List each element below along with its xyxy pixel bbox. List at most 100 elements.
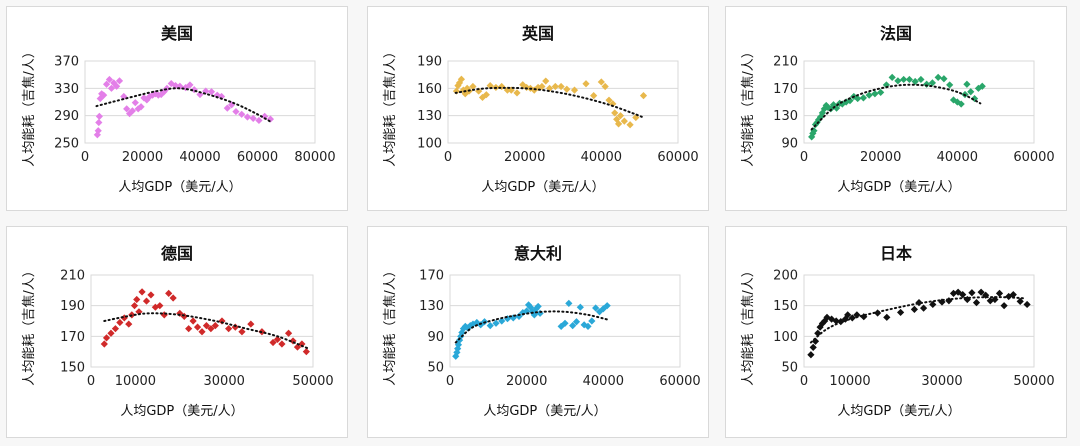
data-point — [189, 317, 197, 325]
data-point — [513, 89, 521, 97]
plot-area — [84, 60, 316, 144]
plot-area — [447, 60, 679, 144]
scatter-series — [807, 288, 1031, 359]
data-point — [131, 99, 139, 107]
data-point — [991, 295, 999, 304]
data-point — [829, 101, 838, 109]
data-point — [461, 90, 469, 98]
data-point — [967, 88, 975, 96]
data-point — [95, 112, 103, 120]
data-point — [454, 341, 463, 349]
data-point — [570, 86, 579, 94]
data-point — [940, 75, 948, 83]
data-point — [588, 317, 596, 325]
data-point — [243, 113, 252, 121]
data-point — [455, 79, 464, 87]
data-point — [616, 112, 625, 120]
data-point — [123, 105, 131, 113]
chart-panel-france: 法国 90 130 170 210 0 20000 40000 60000 人均GDP（美元/人）… — [725, 6, 1067, 211]
data-point — [218, 317, 226, 325]
data-point — [561, 319, 569, 327]
y-tick-label: 90 — [427, 330, 444, 345]
data-point — [207, 88, 216, 96]
y-tick-label: 190 — [417, 55, 442, 70]
data-point — [632, 113, 640, 122]
y-tick-label: 100 — [417, 137, 442, 152]
chart-svg: 美国 250 290 330 370 0 20000 40000 60000 80000 人均GDP… — [22, 24, 336, 195]
x-tick-label: 50000 — [1013, 374, 1054, 389]
chart-title: 日本 — [880, 244, 912, 263]
data-point — [160, 311, 168, 319]
data-point — [478, 93, 487, 102]
data-point — [115, 77, 124, 85]
data-point — [269, 338, 277, 347]
chart-svg: 日本 50 100 150 200 0 10000 30000 50000 人均GDP（美元/人）… — [741, 244, 1055, 419]
data-point — [923, 80, 931, 88]
data-point — [871, 90, 879, 98]
data-point — [452, 352, 460, 360]
data-point — [978, 82, 986, 90]
data-point — [110, 79, 118, 87]
y-tick-label: 170 — [773, 82, 798, 97]
x-tick-label: 40000 — [581, 150, 622, 165]
data-point — [247, 320, 255, 328]
data-point — [492, 319, 500, 327]
x-tick-label: 60000 — [657, 150, 698, 165]
data-point — [160, 88, 168, 96]
data-point — [832, 317, 840, 325]
y-tick-label: 90 — [781, 137, 798, 152]
x-axis-label: 人均GDP（美元/人） — [837, 180, 960, 195]
data-point — [196, 90, 204, 99]
data-point — [185, 325, 193, 333]
data-point — [147, 291, 155, 299]
data-point — [284, 329, 293, 337]
data-point — [498, 82, 506, 91]
scatter-series — [452, 75, 648, 129]
trend-line — [809, 296, 1026, 344]
data-point — [458, 328, 466, 337]
data-point — [934, 73, 942, 81]
x-tick-label: 0 — [444, 150, 452, 165]
y-tick-label: 200 — [773, 269, 798, 284]
data-point — [605, 96, 613, 104]
data-point — [542, 77, 550, 85]
data-point — [807, 351, 815, 359]
y-tick-label: 250 — [54, 137, 79, 152]
data-point — [107, 329, 115, 337]
trend-line — [103, 312, 310, 350]
y-axis-label: 人均能耗（吉焦/人） — [741, 45, 756, 166]
chart-svg: 德国 150 170 190 210 0 10000 30000 50000 人均GDP（美元/人… — [22, 244, 334, 419]
data-point — [576, 303, 584, 311]
x-tick-label: 20000 — [504, 150, 545, 165]
data-point — [202, 87, 210, 95]
data-point — [963, 80, 971, 88]
y-tick-label: 370 — [54, 55, 79, 70]
data-point — [137, 103, 145, 111]
x-tick-label: 0 — [446, 374, 454, 389]
chart-svg: 法国 90 130 170 210 0 20000 40000 60000 人均GDP（美元/人）… — [741, 24, 1055, 195]
data-point — [1023, 300, 1031, 309]
chart-svg: 意大利 50 90 130 170 0 20000 40000 60000 人均GDP（美元/人）… — [383, 244, 701, 419]
data-point — [193, 323, 202, 331]
data-point — [920, 304, 928, 312]
x-tick-label: 10000 — [115, 374, 156, 389]
data-point — [116, 318, 124, 327]
trend-line — [810, 83, 982, 131]
data-point — [105, 75, 114, 84]
data-point — [910, 305, 918, 313]
data-point — [232, 107, 240, 116]
data-point — [133, 295, 141, 304]
data-point — [626, 121, 634, 129]
x-tick-label: 0 — [800, 374, 808, 389]
data-point — [298, 340, 306, 348]
data-point — [809, 343, 817, 351]
data-point — [498, 317, 506, 325]
data-point — [995, 289, 1004, 297]
chart-svg: 英国 100 130 160 190 0 20000 40000 60000 人均GDP（美元/人… — [383, 24, 699, 195]
x-axis-label: 人均GDP（美元/人） — [837, 404, 960, 419]
chart-title: 德国 — [161, 244, 193, 263]
data-point — [198, 328, 206, 336]
data-point — [1000, 302, 1008, 310]
y-tick-label: 150 — [773, 299, 798, 314]
